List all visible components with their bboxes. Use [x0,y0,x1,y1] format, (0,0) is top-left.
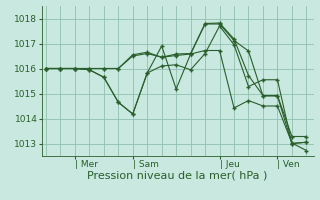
X-axis label: Pression niveau de la mer( hPa ): Pression niveau de la mer( hPa ) [87,171,268,181]
